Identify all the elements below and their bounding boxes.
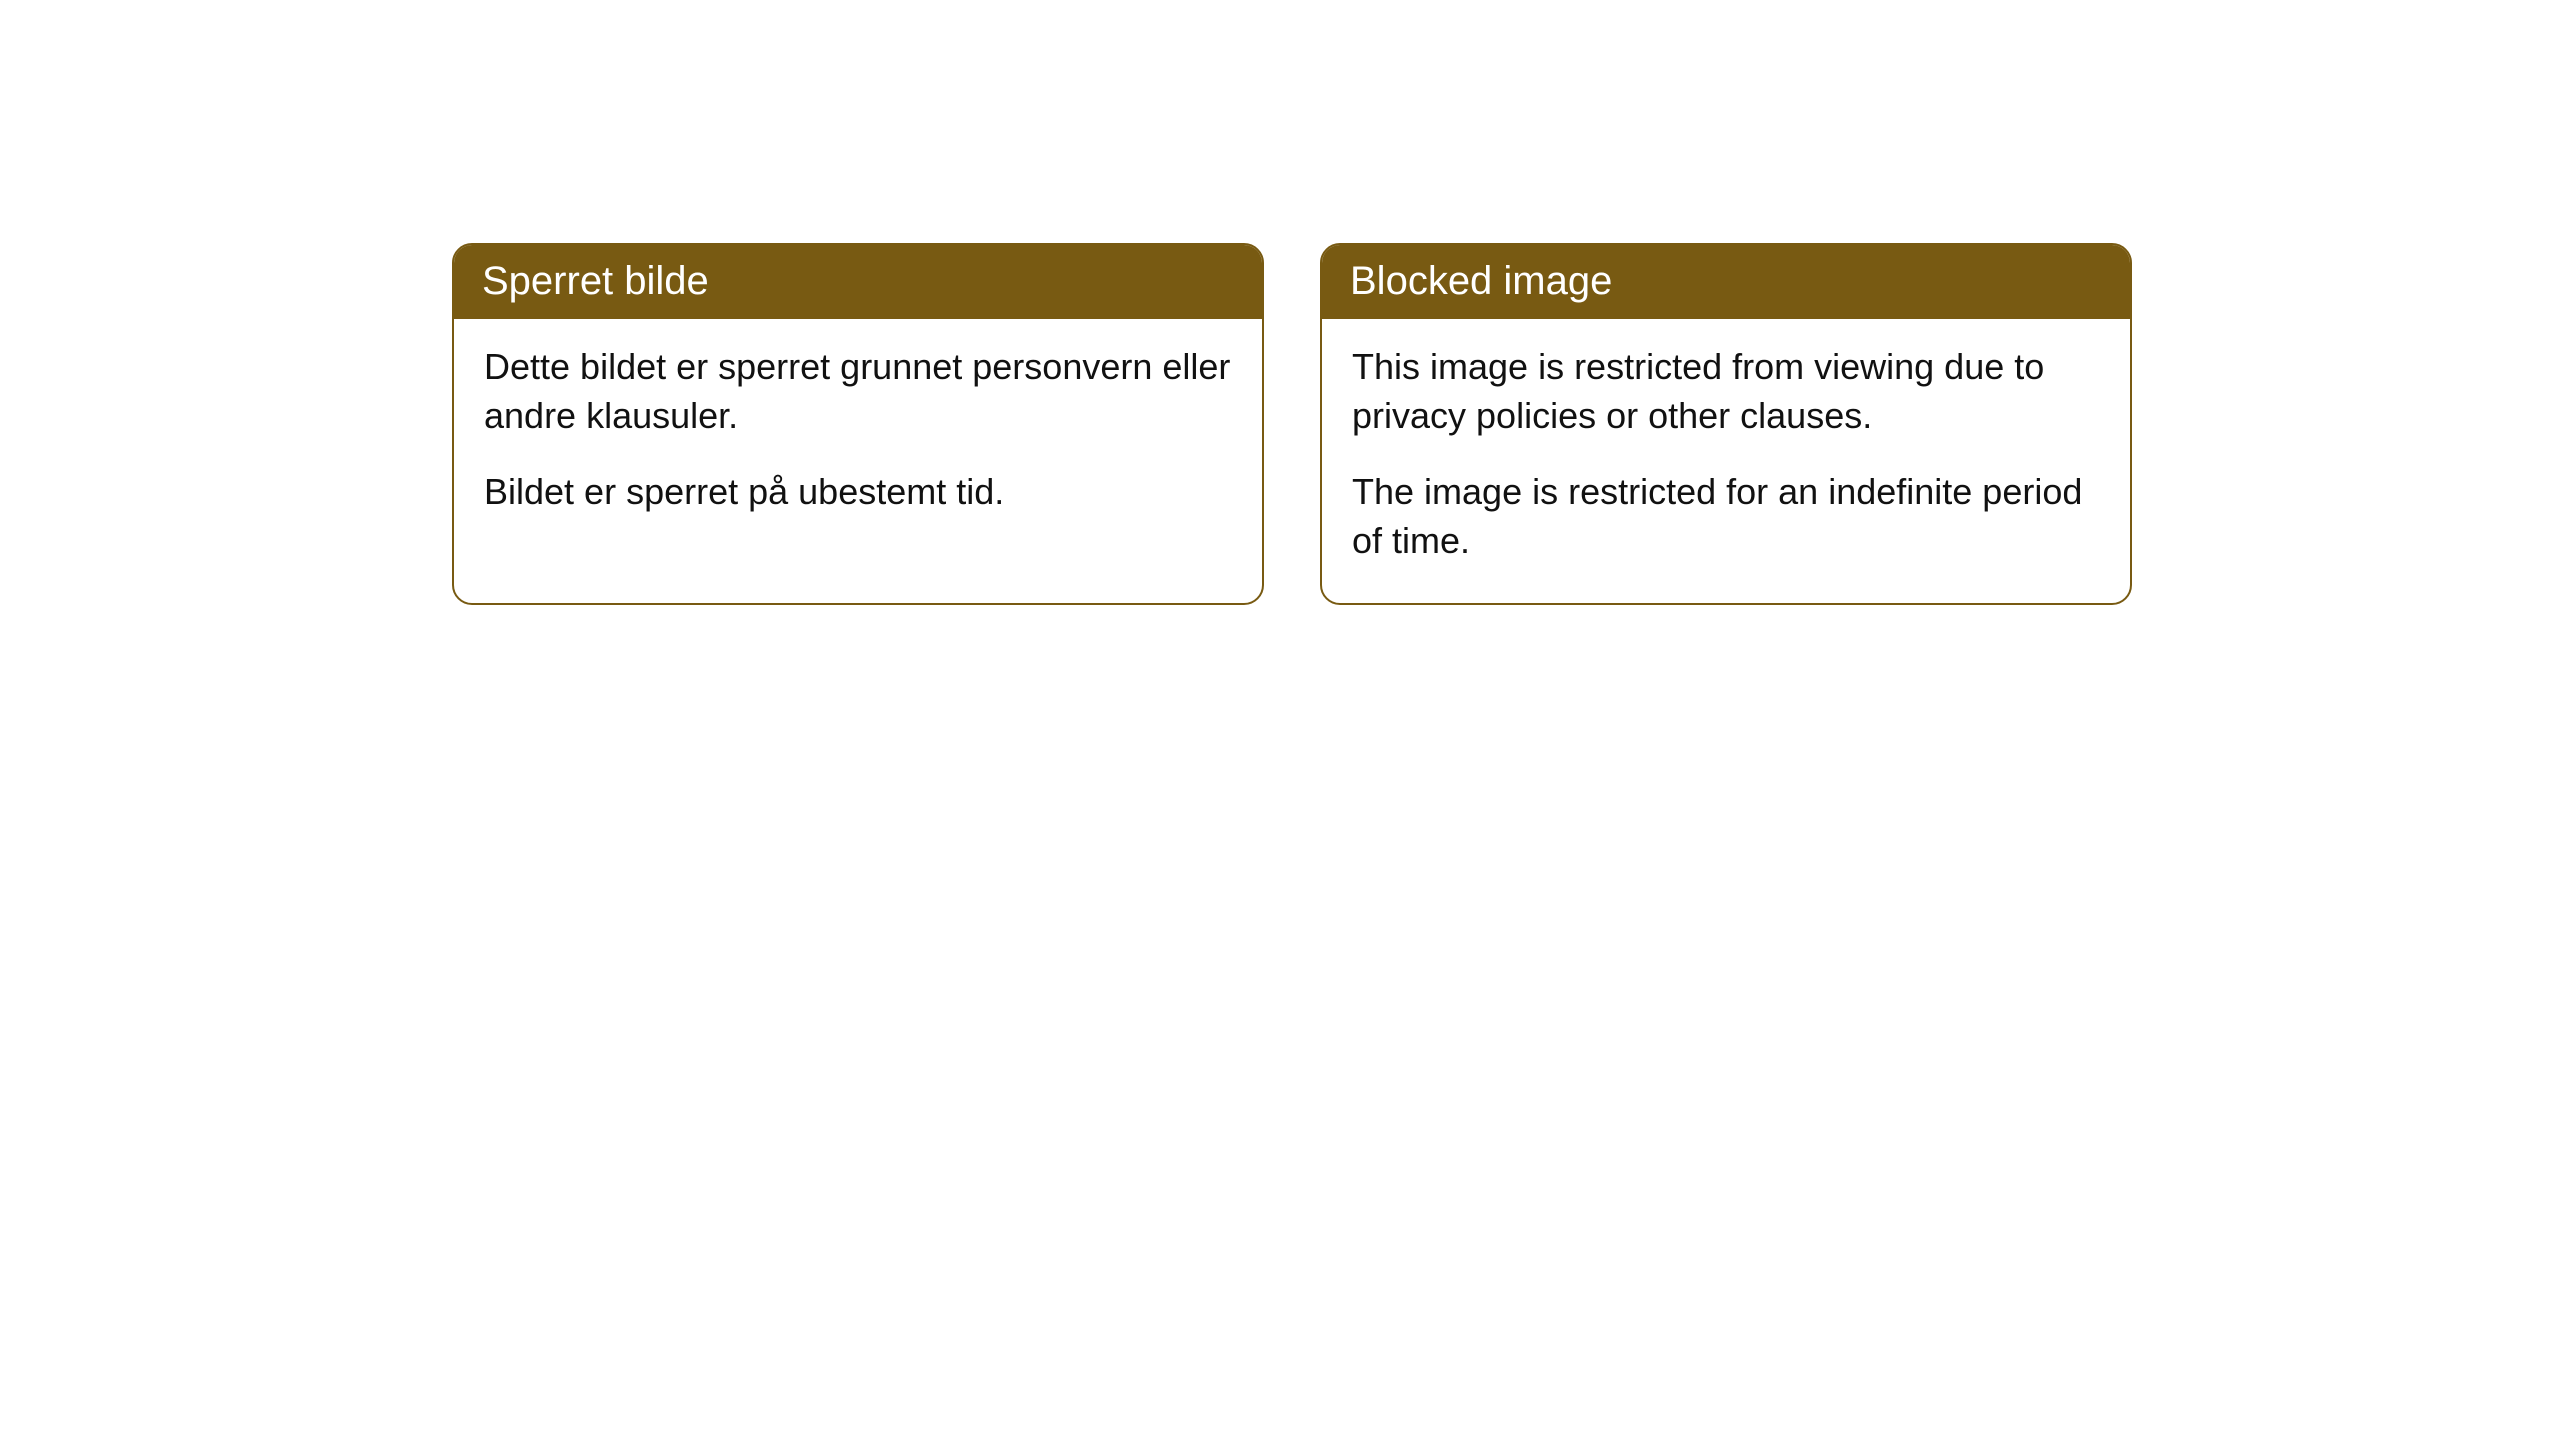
card-body-en: This image is restricted from viewing du… <box>1322 319 2130 603</box>
card-header-en: Blocked image <box>1322 245 2130 319</box>
blocked-image-card-no: Sperret bilde Dette bildet er sperret gr… <box>452 243 1264 605</box>
blocked-image-card-en: Blocked image This image is restricted f… <box>1320 243 2132 605</box>
notice-cards-container: Sperret bilde Dette bildet er sperret gr… <box>452 243 2132 605</box>
card-body-para1-no: Dette bildet er sperret grunnet personve… <box>484 343 1232 440</box>
card-body-para2-no: Bildet er sperret på ubestemt tid. <box>484 468 1232 517</box>
card-body-no: Dette bildet er sperret grunnet personve… <box>454 319 1262 555</box>
card-header-no: Sperret bilde <box>454 245 1262 319</box>
card-body-para1-en: This image is restricted from viewing du… <box>1352 343 2100 440</box>
card-body-para2-en: The image is restricted for an indefinit… <box>1352 468 2100 565</box>
